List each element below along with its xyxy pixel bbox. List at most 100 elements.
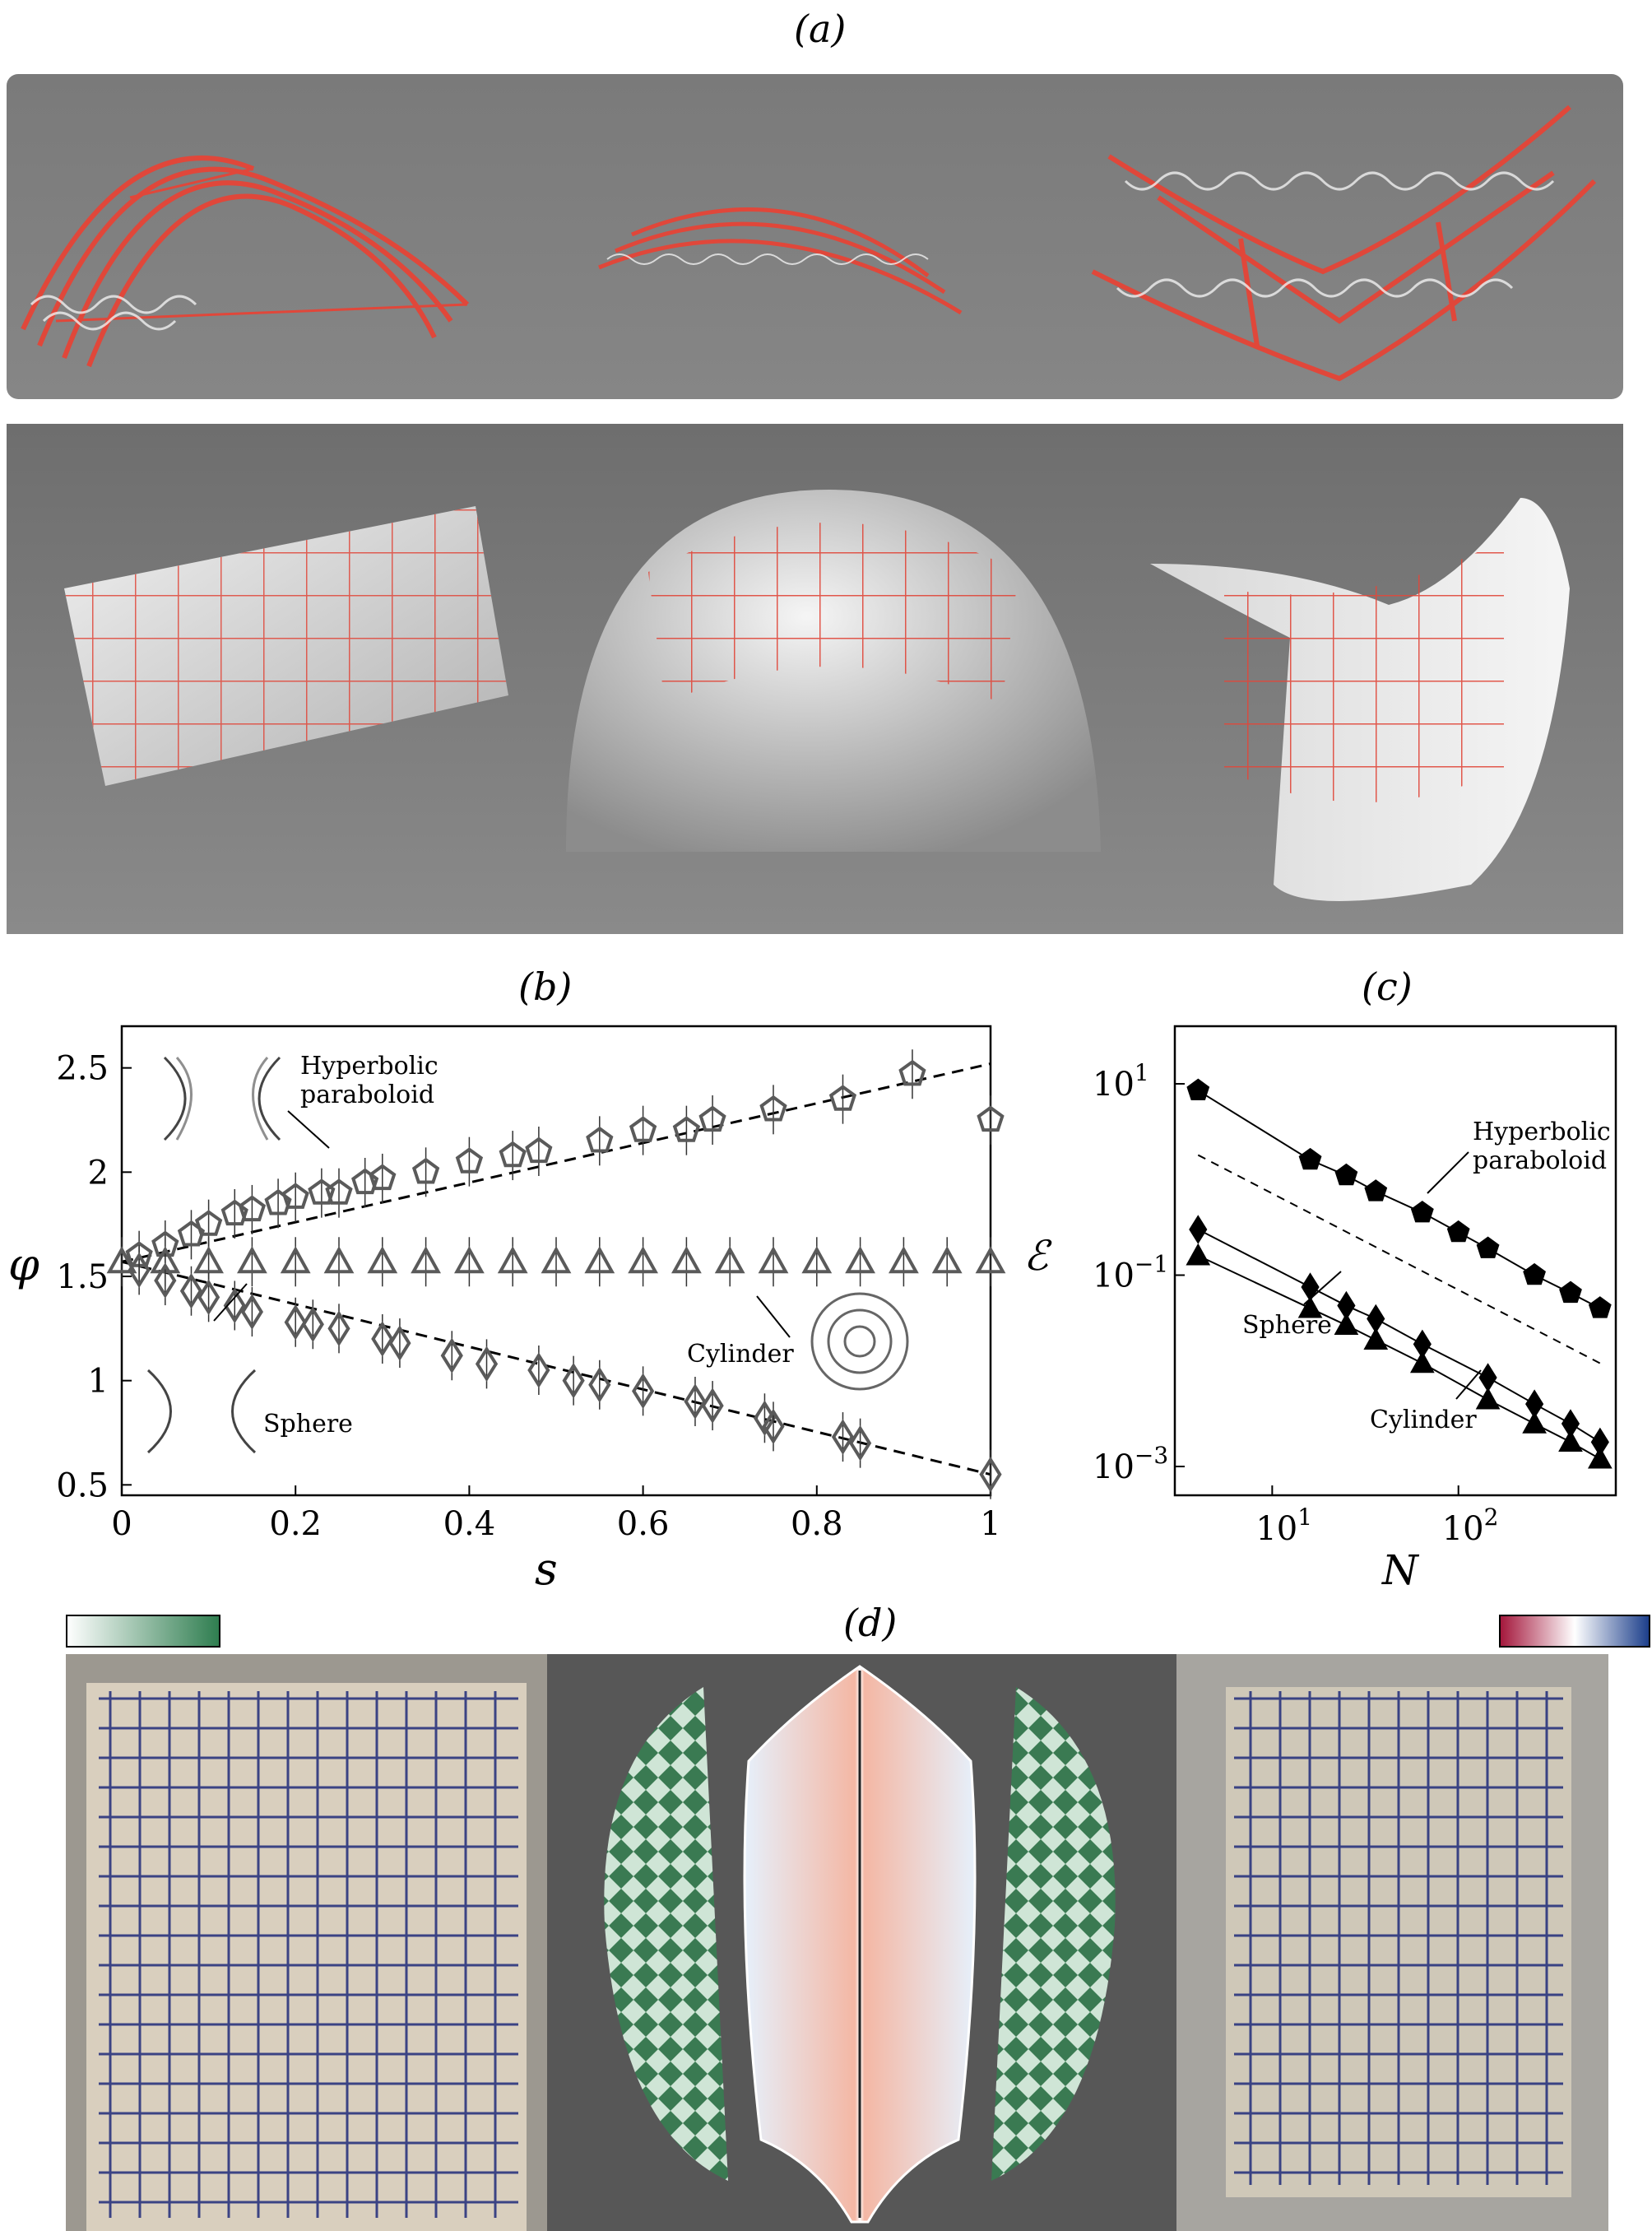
- series-line-c-pentagon: [1197, 1090, 1601, 1309]
- guide-line-c: [1197, 1154, 1601, 1364]
- marker-c-triangle: [1409, 1350, 1435, 1373]
- center-flattening-render: [547, 1654, 1176, 2231]
- x-tick-label-b: 0.6: [617, 1505, 670, 1543]
- xlabel-c: N: [1381, 1546, 1420, 1594]
- marker-b-triangle: [714, 1246, 745, 1274]
- saddle-surface: [1150, 498, 1570, 901]
- marker-b-diamond: [979, 1456, 1002, 1493]
- annotation-b-sphere: Sphere: [263, 1410, 353, 1439]
- marker-c-pentagon: [1298, 1147, 1322, 1170]
- marker-c-triangle: [1587, 1446, 1613, 1469]
- marker-b-triangle: [541, 1246, 572, 1274]
- x-tick-label-b: 0.8: [791, 1505, 843, 1543]
- marker-c-triangle: [1334, 1313, 1359, 1335]
- chart-c: 101 102 101 10−1 10−3 ℰ N Hyperbolic parabol…: [1023, 1025, 1617, 1594]
- panel-label-d: (d): [843, 1601, 898, 1645]
- marker-b-pentagon: [455, 1147, 484, 1174]
- marker-b-diamond: [562, 1362, 585, 1399]
- photo-left-net: [66, 1654, 547, 2231]
- marker-b-triangle: [454, 1246, 485, 1274]
- annotation-b-hyperbolic: Hyperbolic: [300, 1052, 439, 1081]
- marker-b-diamond: [475, 1346, 499, 1383]
- marker-b-pentagon: [281, 1183, 309, 1209]
- x-tick-label-c: 101: [1255, 1504, 1312, 1548]
- marker-b-triangle: [758, 1246, 789, 1274]
- x-tick-label-b: 0.4: [443, 1505, 496, 1543]
- marker-b-pentagon: [220, 1199, 248, 1226]
- ylabel-b: φ: [8, 1239, 39, 1290]
- marker-b-pentagon: [672, 1116, 701, 1142]
- marker-c-diamond: [1189, 1215, 1208, 1244]
- marker-b-diamond: [197, 1279, 220, 1316]
- marker-c-triangle: [1186, 1243, 1211, 1266]
- saddle-lattice: [1091, 105, 1597, 382]
- y-tick-label-c: 101: [1093, 1059, 1149, 1104]
- marker-b-diamond: [762, 1408, 785, 1445]
- marker-c-pentagon: [1186, 1078, 1210, 1100]
- marker-b-triangle: [889, 1246, 919, 1274]
- marker-c-triangle: [1475, 1387, 1501, 1410]
- marker-b-pentagon: [525, 1136, 553, 1164]
- x-tick-label-b: 1: [980, 1505, 1000, 1543]
- marker-c-triangle: [1297, 1295, 1323, 1318]
- panel-label-b: (b): [518, 964, 573, 1009]
- marker-b-diamond: [284, 1304, 307, 1341]
- xlabel-b: s: [535, 1543, 558, 1595]
- marker-b-triangle: [280, 1246, 311, 1274]
- fit-line-b: [121, 1260, 991, 1476]
- marker-b-pentagon: [238, 1195, 267, 1222]
- y-tick-label-c: 10−1: [1093, 1250, 1168, 1294]
- marker-b-diamond: [154, 1262, 177, 1299]
- arch-lattice: [21, 156, 470, 368]
- marker-b-diamond: [128, 1252, 151, 1289]
- annotation-c-paraboloid: paraboloid: [1473, 1146, 1607, 1175]
- marker-b-diamond: [631, 1373, 655, 1410]
- marker-c-triangle: [1558, 1429, 1583, 1452]
- annotation-c-cylinder: Cylinder: [1370, 1406, 1477, 1434]
- y-tick-label-b: 1: [88, 1363, 109, 1401]
- marker-b-pentagon: [898, 1059, 926, 1086]
- colorbar-diverging: [1499, 1615, 1650, 1648]
- marker-c-triangle: [1522, 1411, 1547, 1434]
- marker-c-pentagon: [1559, 1281, 1582, 1304]
- marker-c-pentagon: [1364, 1179, 1388, 1201]
- y-tick-label-b: 2: [88, 1154, 109, 1192]
- marker-b-diamond: [223, 1287, 246, 1324]
- marker-b-triangle: [106, 1246, 137, 1274]
- annotation-c-sphere: Sphere: [1242, 1311, 1332, 1340]
- marker-b-pentagon: [369, 1164, 397, 1191]
- marker-b-pentagon: [828, 1085, 857, 1111]
- photo-right-net: [1176, 1654, 1608, 2231]
- marker-b-diamond: [301, 1306, 324, 1343]
- marker-b-diamond: [371, 1321, 394, 1357]
- marker-b-diamond: [684, 1383, 707, 1420]
- marker-b-triangle: [237, 1246, 267, 1274]
- marker-c-pentagon: [1334, 1163, 1358, 1186]
- marker-b-diamond: [701, 1387, 724, 1424]
- marker-b-triangle: [801, 1246, 833, 1274]
- marker-b-pentagon: [325, 1178, 353, 1205]
- marker-b-pentagon: [351, 1168, 379, 1195]
- marker-b-triangle: [671, 1246, 702, 1274]
- marker-b-pentagon: [977, 1105, 1005, 1132]
- panel-label-c: (c): [1362, 964, 1413, 1009]
- marker-b-pentagon: [698, 1105, 726, 1132]
- inset-hyperbolic-contours: [163, 1056, 281, 1141]
- marker-c-triangle: [1363, 1327, 1389, 1350]
- marker-b-pentagon: [586, 1126, 614, 1153]
- marker-b-diamond: [831, 1419, 855, 1455]
- marker-b-triangle: [628, 1246, 658, 1274]
- marker-b-diamond: [527, 1352, 550, 1388]
- marker-c-pentagon: [1523, 1262, 1546, 1285]
- y-tick-label-b: 0.5: [56, 1466, 109, 1504]
- chart-b: 0 0.2 0.4 0.6 0.8 1 0.5 1 1.5 2 2.5 φ s Hyperbolic…: [8, 1025, 1006, 1595]
- cylinder-surface: [64, 506, 508, 786]
- marker-b-pentagon: [264, 1188, 292, 1215]
- axes-frame-c: [1173, 1025, 1617, 1497]
- marker-b-triangle: [975, 1246, 1006, 1274]
- marker-b-pentagon: [759, 1095, 787, 1122]
- marker-b-triangle: [497, 1246, 528, 1274]
- marker-b-triangle: [411, 1246, 441, 1274]
- inset-cylinder-contours: [810, 1292, 909, 1391]
- marker-b-diamond: [179, 1272, 203, 1309]
